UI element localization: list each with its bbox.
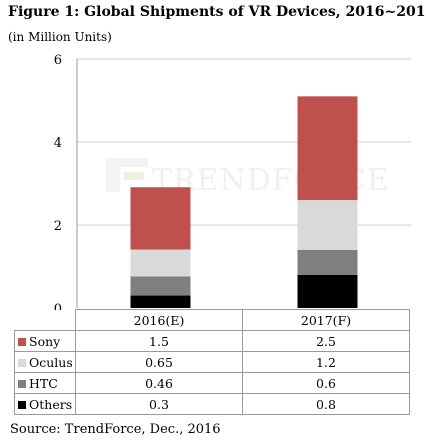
legend-label-cell: HTC [14,372,76,394]
y-tick-label: 4 [54,136,62,151]
source-note: Source: TrendForce, Dec., 2016 [10,422,221,437]
data-value-cell: 0.65 [75,351,243,373]
bar-sony-2 [297,96,358,201]
category-label: 2017(F) [242,309,410,331]
data-value-cell: 0.8 [242,393,410,415]
data-value-cell: 2.5 [242,330,410,352]
data-value-cell: 0.6 [242,372,410,394]
series-name: Others [29,396,73,412]
bar-oculus-1 [130,249,191,277]
table-corner [14,309,76,331]
y-tick-label: 6 [54,53,62,68]
bar-htc-1 [130,276,191,296]
bar-sony-1 [130,187,191,250]
series-name: Oculus [29,354,73,370]
legend-label-cell: Others [14,393,76,415]
legend-swatch [18,400,26,409]
table-row: Others 0.3 0.8 [14,393,410,415]
data-value-cell: 1.5 [75,330,243,352]
watermark-logo-bar-2 [124,172,144,180]
y-axis: 0 2 4 6 [54,53,78,310]
bars [130,96,358,308]
table-header-row: 2016(E) 2017(F) [14,309,410,331]
gridlines [77,58,411,226]
data-value-cell: 0.3 [75,393,243,415]
legend-swatch [18,379,26,388]
category-label: 2016(E) [75,309,243,331]
bar-others-1 [130,295,191,308]
legend-label-cell: Sony [14,330,76,352]
table-row: Sony 1.5 2.5 [14,330,410,352]
series-name: Sony [29,333,61,349]
table-row: Oculus 0.65 1.2 [14,351,410,373]
data-table: 2016(E) 2017(F) Sony 1.5 2.5 Oculus 0.65 1.2 HTC… [14,309,410,415]
bar-oculus-2 [297,200,358,250]
watermark-logo-bar [106,158,148,167]
data-value-cell: 1.2 [242,351,410,373]
legend-swatch [18,337,26,346]
legend-label-cell: Oculus [14,351,76,373]
chart-subtitle: (in Million Units) [8,30,112,44]
chart-title: Figure 1: Global Shipments of VR Devices… [8,4,426,20]
bar-htc-2 [297,249,358,275]
series-name: HTC [29,375,58,391]
y-tick-label: 0 [54,302,62,310]
y-tick-label: 2 [54,219,62,234]
table-row: HTC 0.46 0.6 [14,372,410,394]
bar-others-2 [297,274,358,308]
legend-swatch [18,358,26,367]
data-value-cell: 0.46 [75,372,243,394]
